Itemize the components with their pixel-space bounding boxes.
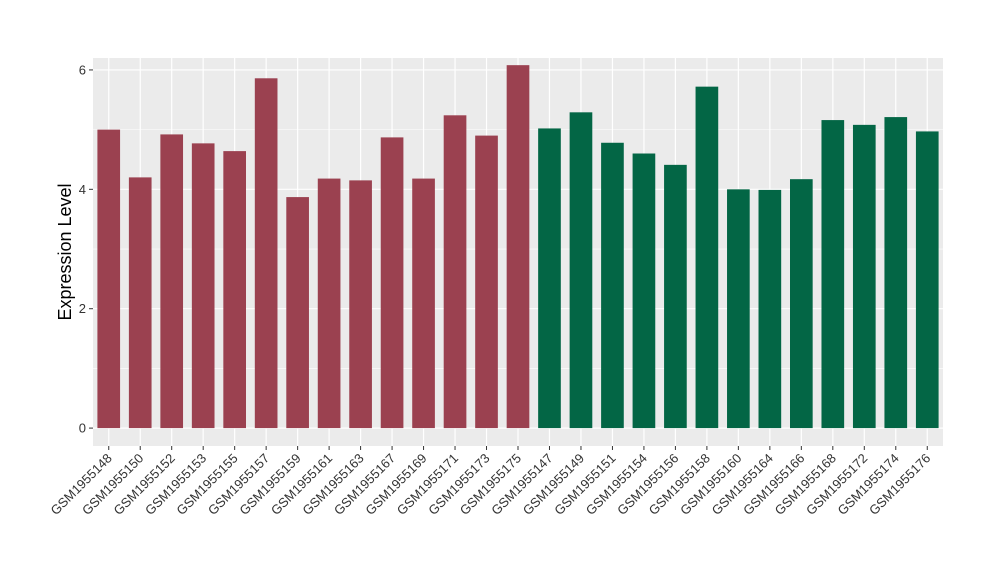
y-axis-label: Expression Level	[55, 183, 75, 320]
bar-gsm1955154	[632, 153, 656, 429]
y-axis: 0 2 4 6	[79, 62, 93, 436]
bar-gsm1955158	[695, 86, 719, 429]
bar-gsm1955148	[97, 129, 121, 429]
bar-gsm1955161	[317, 178, 341, 429]
bar-gsm1955164	[758, 189, 782, 429]
bar-gsm1955159	[286, 197, 309, 429]
bar-gsm1955150	[128, 177, 152, 429]
bar-gsm1955172	[852, 124, 876, 429]
bar-gsm1955176	[915, 131, 939, 429]
bar-gsm1955152	[160, 134, 184, 429]
bar-gsm1955175	[506, 65, 530, 429]
bar-gsm1955167	[380, 137, 404, 429]
bar-gsm1955173	[475, 135, 498, 429]
bar-gsm1955156	[664, 164, 687, 429]
x-axis: GSM1955148GSM1955150GSM1955152GSM1955153…	[48, 446, 933, 518]
y-tick-label: 4	[79, 182, 86, 197]
bar-gsm1955160	[727, 189, 750, 429]
bar-gsm1955166	[790, 179, 813, 429]
bar-gsm1955157	[254, 78, 278, 429]
bar-gsm1955163	[349, 180, 372, 429]
bar-gsm1955151	[601, 142, 624, 429]
bar-gsm1955174	[884, 117, 908, 429]
bar-gsm1955153	[191, 143, 215, 429]
bar-gsm1955169	[412, 178, 435, 429]
bar-gsm1955168	[821, 120, 845, 429]
bars	[97, 65, 939, 429]
bar-gsm1955171	[443, 115, 467, 429]
y-tick-label: 6	[79, 62, 86, 77]
bar-gsm1955147	[538, 128, 561, 429]
y-tick-label: 2	[79, 301, 86, 316]
bar-gsm1955155	[223, 151, 246, 429]
bar-gsm1955149	[569, 112, 593, 429]
y-tick-label: 0	[79, 421, 86, 436]
